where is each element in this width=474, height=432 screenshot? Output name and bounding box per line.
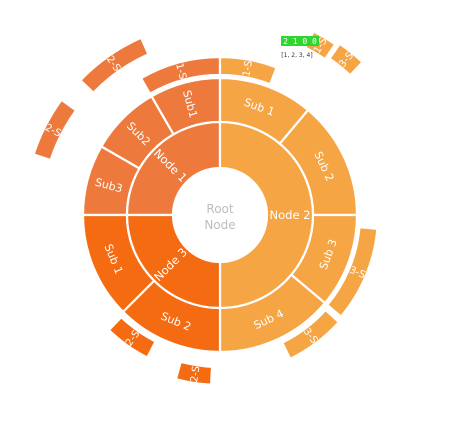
node2-sub-2-sub3-sub1-segment[interactable] [328,42,365,77]
node2-label: Node 2 [270,208,311,222]
center-label-line2: Node [204,218,235,232]
node1-sub2-sub1-leader [61,133,99,154]
node2-sub-3-sub3-sub2-segment[interactable] [280,308,341,361]
badge-text: 2 1 0 0 [283,37,317,46]
node1-sub2-sub2-sub2-segment[interactable] [78,36,150,95]
node1-sub2-sub2-sub1-segment[interactable] [32,98,78,162]
badge-caption: [1, 2, 3, 4] [281,52,312,59]
node3-sub2-sub2-leader [195,350,200,366]
node1-sub2-sub2-leader [118,70,143,104]
center-hole [173,168,267,262]
center-label-line1: Root [206,202,233,216]
badge-box [281,36,319,46]
node2-sub-1-sub1-sub1-segment[interactable] [218,55,279,86]
node3-sub-2-sub2-sub1-segment[interactable] [107,315,158,360]
index-badge: 2 1 0 0 [1, 2, 3, 4] [281,36,319,59]
node3-sub-2-sub2-sub2-segment[interactable] [174,360,214,386]
node2-sub3-sub1-leader [305,66,341,110]
node2-sub1-sub2-leader [288,52,317,98]
node2-sub-3-sub3-sub1-segment[interactable] [325,226,379,319]
